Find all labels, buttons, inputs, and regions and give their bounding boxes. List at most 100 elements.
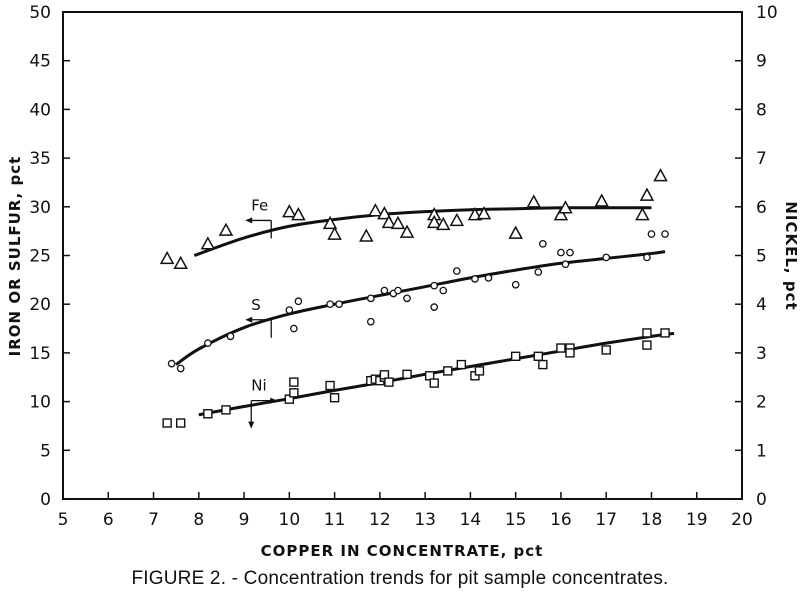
left-tick-label: 20 xyxy=(29,295,51,315)
s-point xyxy=(661,230,669,238)
ni-point xyxy=(538,359,548,370)
s-point xyxy=(204,339,212,348)
x-tick-label: 5 xyxy=(58,510,69,530)
left-tick-label: 5 xyxy=(40,441,51,461)
s-point xyxy=(602,253,611,262)
right-tick-label: 7 xyxy=(756,149,767,169)
s-point xyxy=(294,297,303,306)
fe-point xyxy=(200,236,216,250)
s-point xyxy=(366,294,375,303)
ni-point xyxy=(162,418,172,428)
trend-line-fe xyxy=(193,206,652,257)
ni-point xyxy=(456,359,467,370)
right-tick-label: 4 xyxy=(756,295,767,315)
right-axis-ticks: 0 1 2 3 4 5 6 7 8 9 10 xyxy=(735,3,778,510)
fe-point xyxy=(399,224,415,238)
fe-point xyxy=(218,222,234,236)
fe-point xyxy=(390,215,406,230)
s-point xyxy=(452,267,461,275)
s-point xyxy=(226,332,235,341)
right-tick-label: 1 xyxy=(756,441,767,461)
s-point xyxy=(566,248,574,257)
s-point xyxy=(285,306,294,314)
fe-point xyxy=(639,187,655,201)
arrow-head xyxy=(248,421,255,429)
ni-point xyxy=(384,377,394,387)
fe-point xyxy=(653,168,668,182)
ni-point xyxy=(601,345,611,355)
s-point xyxy=(511,280,520,289)
left-tick-label: 40 xyxy=(29,100,51,120)
fe-point xyxy=(322,215,338,230)
chart-figure: 5 6 7 8 9 10 11 12 13 14 15 16 17 18 19 20 051015202530… xyxy=(6,3,800,560)
x-tick-label: 6 xyxy=(103,510,114,530)
s-point xyxy=(403,294,411,303)
right-tick-label: 10 xyxy=(756,3,778,23)
s-point xyxy=(471,275,479,283)
ni-point xyxy=(642,328,652,338)
x-tick-label: 17 xyxy=(595,510,617,530)
fe-point xyxy=(449,212,465,227)
fe-point xyxy=(327,226,342,240)
ni-point xyxy=(289,388,299,398)
left-tick-label: 0 xyxy=(40,490,51,510)
x-tick-label: 8 xyxy=(193,510,204,530)
left-tick-label: 35 xyxy=(29,149,51,169)
s-point xyxy=(534,268,543,276)
series-label-s: S xyxy=(251,296,261,314)
x-tick-label: 16 xyxy=(550,510,572,530)
fe-point xyxy=(159,250,175,265)
fe-point xyxy=(368,203,383,217)
fe-point xyxy=(508,225,523,239)
left-tick-label: 10 xyxy=(29,393,51,413)
ni-point xyxy=(289,377,299,387)
s-point xyxy=(557,248,565,257)
right-tick-label: 5 xyxy=(756,247,767,267)
trend-line-s xyxy=(175,250,666,366)
s-point xyxy=(643,253,651,262)
x-tick-label: 19 xyxy=(686,510,708,530)
data-points xyxy=(159,168,670,428)
fe-point xyxy=(553,207,569,221)
fe-point xyxy=(558,200,573,214)
s-point xyxy=(326,300,334,309)
right-tick-label: 2 xyxy=(756,393,767,413)
s-point xyxy=(561,260,570,269)
x-tick-label: 12 xyxy=(369,510,391,530)
s-point xyxy=(484,274,493,282)
x-tick-label: 15 xyxy=(505,510,527,530)
ni-point xyxy=(565,348,575,358)
arrow-head xyxy=(245,217,253,224)
ni-point xyxy=(556,343,566,353)
fe-point xyxy=(381,214,397,229)
s-point xyxy=(439,286,448,295)
right-tick-label: 6 xyxy=(756,198,767,218)
right-tick-label: 3 xyxy=(756,344,767,364)
right-tick-label: 8 xyxy=(756,100,767,120)
left-axis-ticks: 0 5 10 15 20 25 30 35 40 45 50 xyxy=(29,3,70,510)
left-tick-label: 50 xyxy=(29,3,51,23)
x-tick-label: 7 xyxy=(148,510,159,530)
series-annotations: Fe S Ni xyxy=(245,196,278,429)
x-tick-label: 18 xyxy=(641,510,663,530)
s-point xyxy=(538,239,547,248)
s-point xyxy=(380,286,389,295)
fe-point xyxy=(173,255,188,270)
right-tick-label: 9 xyxy=(756,52,767,72)
fe-point xyxy=(476,206,492,220)
x-tick-label: 14 xyxy=(460,510,482,530)
fe-point xyxy=(635,207,650,221)
x-tick-label: 10 xyxy=(279,510,301,530)
fe-point xyxy=(282,204,297,218)
ni-point xyxy=(221,405,231,415)
ni-point xyxy=(443,366,453,376)
ni-point xyxy=(402,369,412,380)
x-tick-label: 20 xyxy=(731,510,753,530)
left-axis-title: IRON OR SULFUR, pct xyxy=(6,156,24,357)
s-point xyxy=(290,324,298,333)
ni-point xyxy=(429,378,439,388)
ni-point xyxy=(325,380,335,391)
arrow-head xyxy=(270,397,278,404)
fe-point xyxy=(359,228,374,242)
x-axis-title: COPPER IN CONCENTRATE, pct xyxy=(261,542,544,560)
